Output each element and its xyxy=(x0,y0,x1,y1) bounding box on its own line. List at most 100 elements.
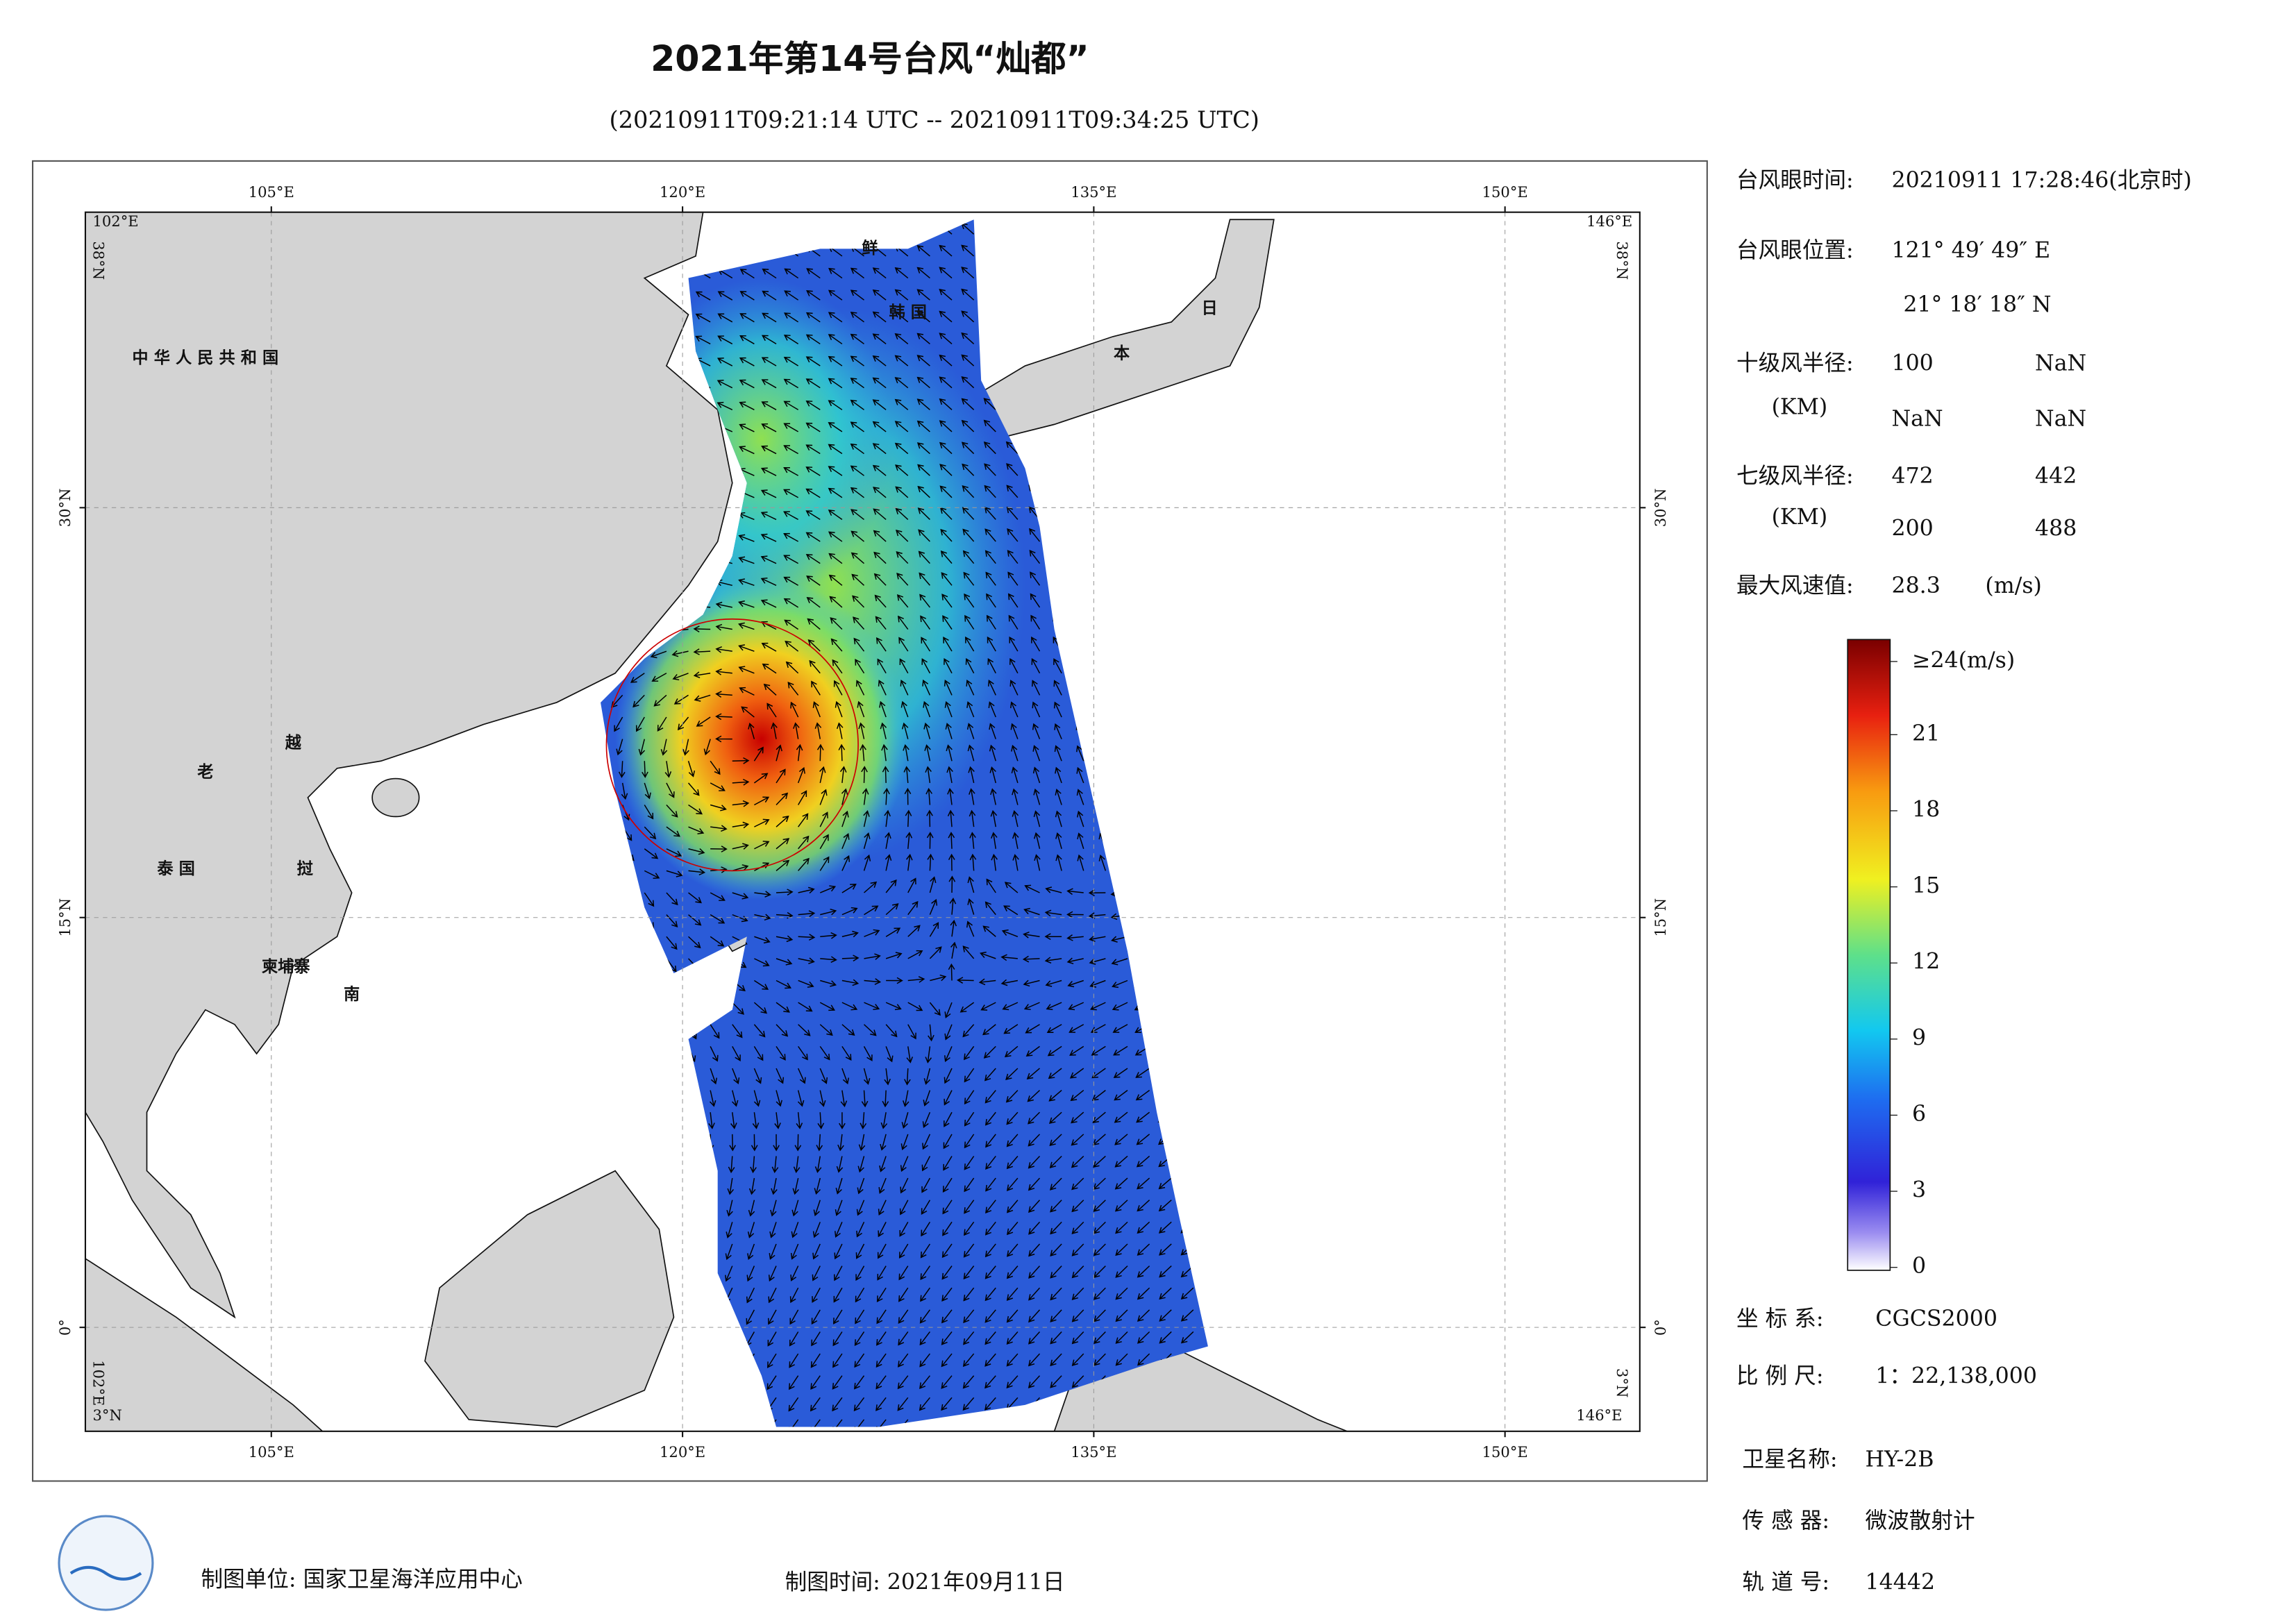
wind-arrow xyxy=(709,1090,717,1107)
wind-arrow xyxy=(729,1134,736,1152)
wind-arrow xyxy=(877,658,887,674)
wind-arrow xyxy=(982,925,996,937)
wind-arrow xyxy=(1077,854,1084,871)
wind-arrow xyxy=(1023,979,1040,987)
wind-arrow xyxy=(728,1156,735,1174)
wind-arrow xyxy=(760,467,777,476)
wind-arrow xyxy=(962,1024,975,1038)
wind-arrow xyxy=(816,1134,823,1152)
wind-arrow xyxy=(1006,1221,1019,1236)
wind-arrow xyxy=(984,1111,996,1126)
info-value: 14442 xyxy=(1866,1570,1936,1595)
wind-arrow xyxy=(850,312,864,323)
wind-arrow xyxy=(666,914,678,928)
wind-arrow xyxy=(813,1200,821,1217)
wind-arrow xyxy=(820,979,837,987)
wind-arrow xyxy=(1137,1200,1150,1212)
wind-arrow xyxy=(1069,1045,1084,1056)
wind-arrow xyxy=(809,659,821,674)
wind-arrow xyxy=(805,378,821,389)
wind-arrow xyxy=(985,1156,996,1170)
wind-arrow xyxy=(828,312,843,323)
wind-arrow xyxy=(710,782,726,791)
wind-arrow xyxy=(895,529,909,542)
info-value: 100 xyxy=(1891,351,1933,376)
wind-arrow xyxy=(710,760,721,775)
wind-arrow xyxy=(761,642,777,652)
wind-arrow xyxy=(710,914,726,924)
wind-arrow xyxy=(907,925,921,937)
wind-arrow xyxy=(732,843,749,850)
wind-arrow xyxy=(1115,1265,1128,1278)
wind-arrow xyxy=(966,920,975,937)
wind-arrow xyxy=(632,694,645,708)
wind-arrow xyxy=(829,596,843,608)
wind-arrow xyxy=(717,335,733,345)
wind-arrow xyxy=(746,1309,755,1325)
wind-arrow xyxy=(1071,1309,1084,1322)
wind-arrow xyxy=(1066,957,1084,965)
wind-arrow xyxy=(739,335,755,345)
wind-arrow xyxy=(832,1375,843,1390)
wind-arrow xyxy=(1033,810,1041,827)
wind-arrow xyxy=(984,1309,996,1323)
wind-arrow xyxy=(835,1222,843,1238)
wind-arrow xyxy=(1004,1045,1019,1058)
wind-arrow xyxy=(833,1265,843,1281)
wind-arrow xyxy=(732,821,750,829)
wind-arrow xyxy=(798,934,816,941)
wind-arrow xyxy=(832,659,843,674)
wind-arrow xyxy=(917,485,930,498)
wind-arrow xyxy=(926,809,933,827)
wind-arrow xyxy=(885,879,897,893)
wind-arrow xyxy=(644,848,659,859)
wind-arrow xyxy=(877,1243,887,1259)
wind-arrow xyxy=(805,312,821,323)
wind-arrow xyxy=(895,486,909,498)
wind-arrow xyxy=(903,743,910,762)
wind-arrow xyxy=(983,442,996,455)
wind-arrow xyxy=(788,1419,799,1427)
wind-arrow xyxy=(916,333,930,344)
wind-arrow xyxy=(793,722,800,739)
wind-arrow xyxy=(919,572,930,586)
wind-arrow xyxy=(919,1353,930,1368)
wind-arrow xyxy=(1071,1200,1084,1213)
wind-arrow xyxy=(857,1156,865,1173)
wind-arrow xyxy=(963,1287,975,1302)
wind-arrow xyxy=(941,1243,953,1259)
info-label: 台风眼时间: xyxy=(1736,168,1854,193)
wind-arrow xyxy=(1053,680,1062,696)
wind-arrow xyxy=(1093,1287,1106,1300)
wind-arrow xyxy=(948,875,956,893)
wind-arrow xyxy=(785,661,799,674)
wind-arrow xyxy=(1010,723,1019,739)
info-value: 21° 18′ 18″ N xyxy=(1903,292,2051,317)
wind-arrow xyxy=(1137,1353,1150,1366)
wind-arrow xyxy=(874,594,887,608)
wind-arrow xyxy=(1003,1024,1019,1034)
wind-arrow xyxy=(907,877,916,893)
info-value: 1：22,138,000 xyxy=(1875,1363,2037,1388)
info-value: HY-2B xyxy=(1866,1447,1934,1472)
lon-tick-label: 150°E xyxy=(1482,183,1528,201)
wind-arrow xyxy=(929,946,942,959)
wind-arrow xyxy=(1006,1243,1019,1257)
wind-arrow xyxy=(732,1068,740,1084)
wind-arrow xyxy=(760,599,777,608)
wind-arrow xyxy=(776,889,794,896)
wind-arrow xyxy=(961,244,975,257)
wind-arrow xyxy=(805,553,821,564)
colorbar-label: 9 xyxy=(1912,1025,1926,1050)
wind-arrow xyxy=(794,1134,802,1152)
wind-arrow xyxy=(696,716,711,727)
wind-arrow xyxy=(841,832,850,850)
wind-arrow xyxy=(964,593,975,608)
wind-arrow xyxy=(1008,614,1019,630)
wind-arrow xyxy=(1158,1177,1172,1190)
wind-arrow xyxy=(833,680,843,696)
wind-arrow xyxy=(983,419,996,432)
wind-arrow xyxy=(877,1265,887,1281)
wind-arrow xyxy=(1055,766,1062,784)
wind-arrow xyxy=(750,1156,757,1174)
